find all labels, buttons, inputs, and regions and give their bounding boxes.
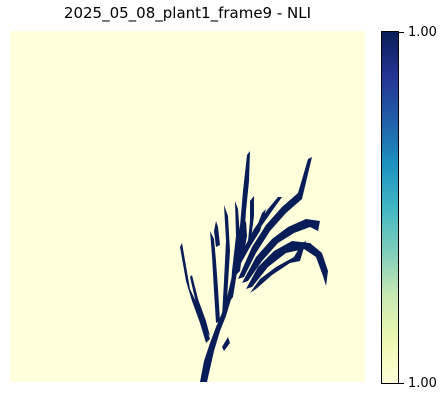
image-plot xyxy=(10,31,365,382)
plot-title: 2025_05_08_plant1_frame9 - NLI xyxy=(63,4,312,22)
colorbar-tick-top xyxy=(399,32,404,33)
image-background xyxy=(10,31,365,382)
colorbar-tick-bottom xyxy=(399,383,404,384)
colorbar-gradient xyxy=(382,32,398,383)
colorbar-label-bottom: 1.00 xyxy=(408,376,437,391)
plant-image xyxy=(10,31,365,382)
colorbar xyxy=(381,31,399,384)
plant-silhouette-icon xyxy=(180,151,328,382)
colorbar-label-top: 1.00 xyxy=(408,25,437,40)
